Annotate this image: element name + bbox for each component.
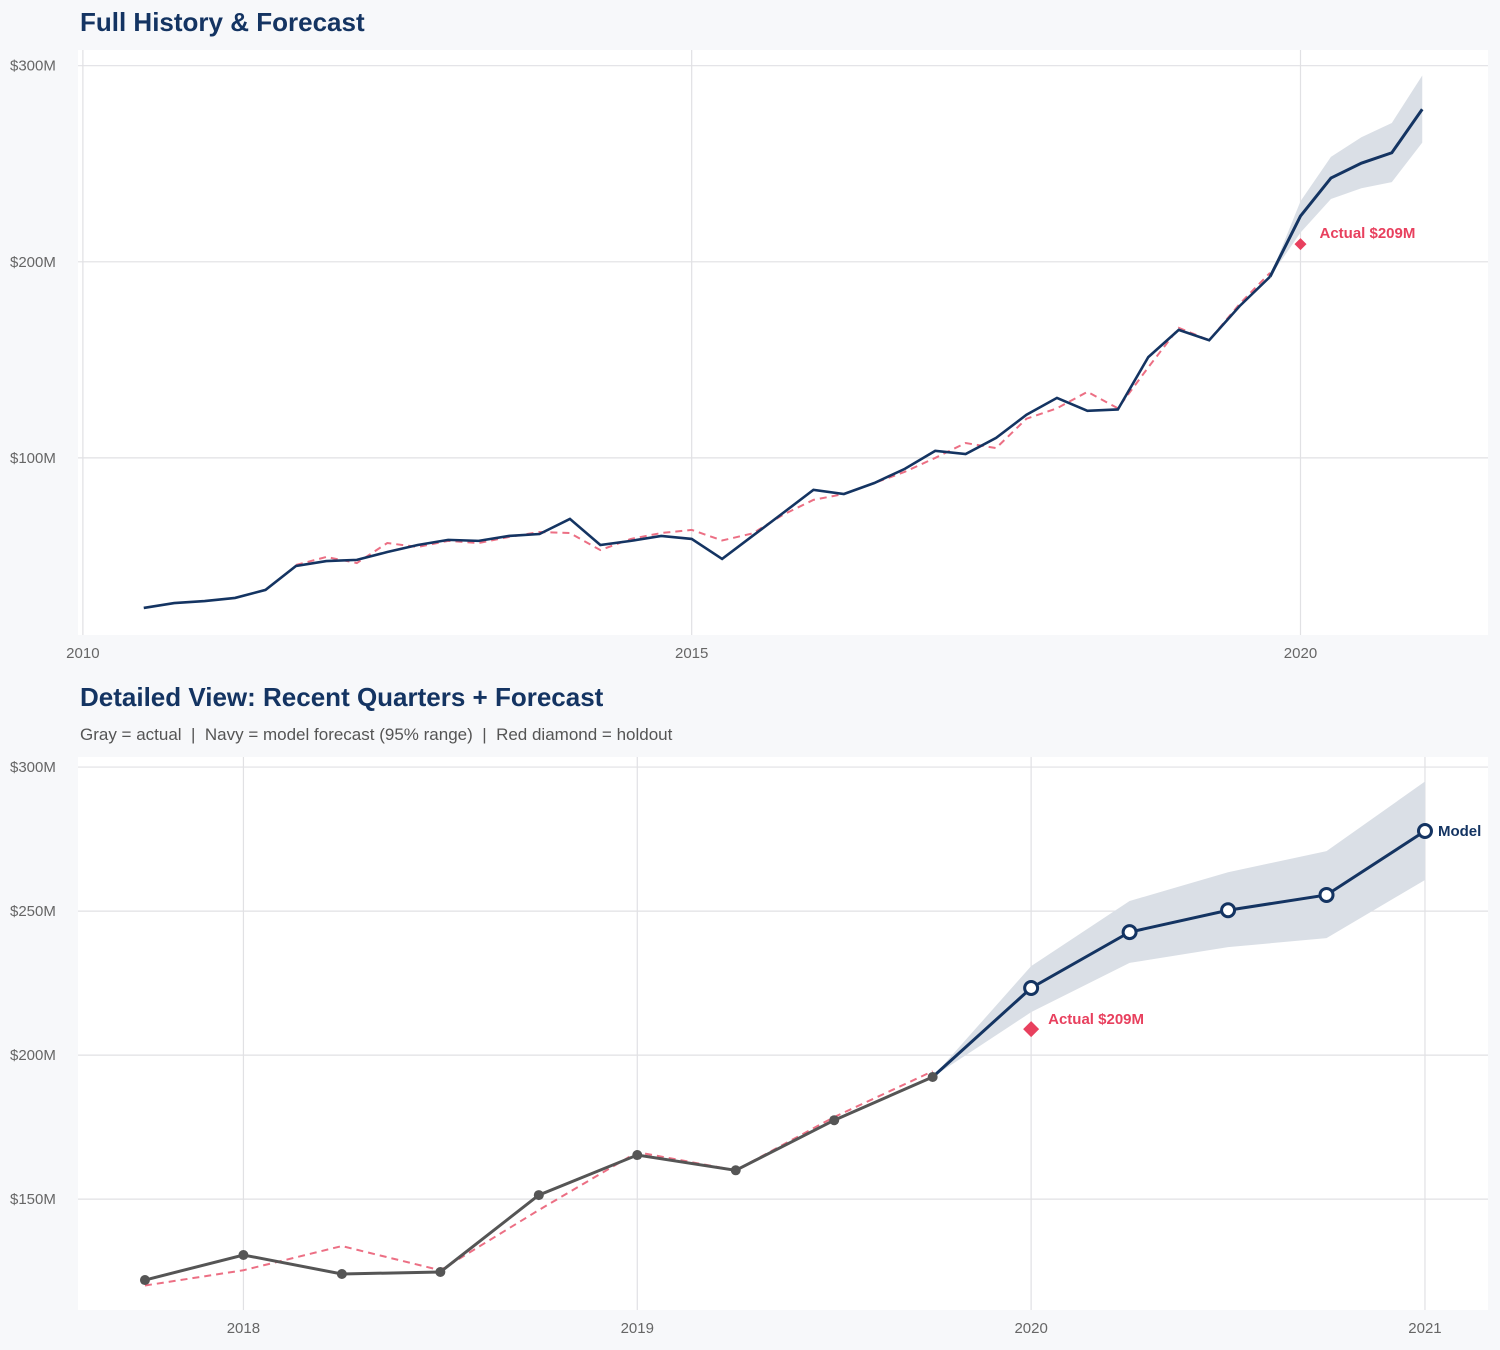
forecast-point (1318, 886, 1335, 903)
forecast-confidence-band (1270, 75, 1423, 277)
bottom-chart: 2018 2019 2020 2021 $150M $200M $250M $300M Mode… (10, 757, 1488, 1337)
x-tick-label: 2020 (1284, 645, 1317, 662)
y-tick-label: $300M (10, 759, 56, 776)
y-tick-label: $250M (10, 903, 56, 920)
holdout-diamond (1294, 238, 1307, 251)
x-tick-label: 2019 (621, 1320, 654, 1337)
history-line (143, 275, 1271, 610)
x-tick-label: 2021 (1408, 1320, 1441, 1337)
actual-point (238, 1249, 249, 1260)
x-tick-label: 2015 (675, 645, 708, 662)
bottom-chart-subtitle: Gray = actual | Navy = model forecast (9… (80, 725, 673, 744)
forecast-point (1121, 924, 1138, 941)
holdout-label: Actual $209M (1048, 1011, 1144, 1028)
actual-point (139, 1275, 150, 1286)
y-tick-label: $200M (10, 1047, 56, 1064)
top-chart-title: Full History & Forecast (80, 7, 365, 37)
actual-point (533, 1190, 544, 1201)
actual-point (927, 1071, 938, 1082)
y-tick-label: $100M (10, 450, 56, 467)
plot-area (78, 757, 1488, 1310)
forecast-point (1416, 823, 1433, 840)
holdout-label: Actual $209M (1319, 225, 1415, 242)
actual-point (730, 1165, 741, 1176)
top-chart: 2010 2015 2020 $100M $200M $300M Actual $209M (10, 50, 1488, 662)
x-tick-label: 2010 (66, 645, 99, 662)
y-tick-label: $200M (10, 254, 56, 271)
x-tick-label: 2020 (1014, 1320, 1047, 1337)
model-label: Model (1438, 823, 1481, 840)
forecast-point (1023, 979, 1040, 996)
bottom-chart-title: Detailed View: Recent Quarters + Forecas… (80, 682, 604, 712)
fitted-line (295, 272, 1271, 566)
y-tick-label: $150M (10, 1191, 56, 1208)
forecast-confidence-band (932, 781, 1425, 1077)
actual-point (632, 1150, 643, 1161)
holdout-diamond (1023, 1021, 1040, 1038)
plot-area (78, 50, 1488, 635)
forecast-line (1268, 108, 1424, 278)
y-tick-label: $300M (10, 58, 56, 75)
actual-point (829, 1115, 840, 1126)
x-tick-label: 2018 (227, 1320, 260, 1337)
actual-point (336, 1268, 347, 1279)
actual-point (435, 1266, 446, 1277)
forecast-point (1220, 902, 1237, 919)
forecast-line (931, 829, 1426, 1079)
